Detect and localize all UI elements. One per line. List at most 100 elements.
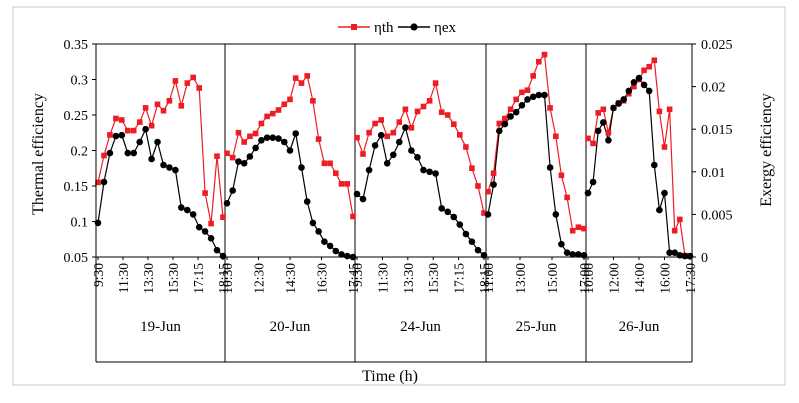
eta-ex-point (605, 137, 612, 144)
eta-th-point (507, 106, 514, 113)
x-tick-label: 18:15 (216, 263, 231, 294)
eta-th-point (469, 165, 475, 171)
eta-ex-point (195, 223, 203, 231)
eta-th-point (281, 101, 288, 108)
eta-ex-point (444, 208, 452, 216)
eta-th-point (553, 133, 559, 140)
eta-ex-point (426, 168, 433, 176)
eta-ex-point (223, 200, 231, 207)
eta-ex-point (474, 246, 482, 254)
eta-ex-point (326, 242, 334, 250)
eta-ex-point (275, 135, 282, 142)
eta-ex-point (371, 142, 379, 149)
eta-ex-point (365, 166, 373, 174)
eta-ex-point (344, 252, 351, 260)
eta-th-point (496, 120, 503, 127)
eta-th-point (444, 112, 451, 118)
legend-marker-eta-ex (410, 23, 418, 31)
day-label: 20-Jun (270, 319, 311, 335)
eta-ex-point (229, 187, 236, 194)
eta-ex-point (148, 155, 155, 163)
eta-th-point (547, 105, 553, 111)
day-label: 26-Jun (619, 319, 660, 335)
eta-ex-point (142, 125, 149, 133)
eta-ex-point (610, 104, 617, 112)
eta-th-point (220, 214, 226, 220)
eta-th-point (235, 129, 242, 136)
x-tick-label: 11:30 (375, 263, 390, 293)
eta-th-point (172, 78, 179, 84)
eta-ex-point (160, 161, 167, 169)
y-axis-title-left: Thermal efficiency (30, 93, 47, 215)
eta-ex-point (490, 181, 497, 188)
eta-ex-point (172, 166, 179, 174)
y-tick-label-left: 0.3 (71, 74, 89, 89)
eta-th-point (569, 227, 576, 234)
eta-th-point (651, 57, 658, 64)
eta-th-point (581, 225, 587, 232)
eta-ex-point (414, 154, 421, 161)
x-axis: 9:30 11:30 13:30 15:30 17:15 18:15 19-Jun 10:30… (91, 44, 698, 363)
eta-th-point (113, 115, 119, 122)
eta-th-point (125, 127, 131, 134)
eta-ex-point (535, 91, 543, 99)
right-axis: 0 0.005 0.01 0.015 0.02 0.025 (692, 38, 733, 266)
eta-ex-point (584, 189, 592, 197)
y-axis-title-right: Exergy efficiency (758, 93, 775, 207)
eta-ex-point (292, 130, 300, 137)
eta-th-point (107, 132, 113, 138)
eta-th-point (558, 172, 565, 179)
eta-ex-point (338, 251, 345, 258)
day-label: 19-Jun (140, 319, 181, 335)
eta-ex-point (100, 178, 108, 186)
eta-ex-point (178, 204, 185, 211)
eta-ex-point (246, 153, 254, 160)
eta-ex-point (219, 252, 227, 260)
eta-th-point (298, 80, 305, 86)
eta-ex-point (136, 138, 143, 146)
eta-th-point (292, 75, 299, 81)
eta-th-point (136, 119, 143, 125)
eta-th-point (241, 139, 247, 145)
eta-th-point (247, 133, 253, 140)
eta-th-point (275, 107, 282, 113)
eta-ex-point (625, 87, 633, 95)
y-tick-label-right: 0.015 (701, 123, 733, 138)
x-tick-label: 11:30 (116, 263, 131, 293)
legend-label-eta-th: ηth (374, 20, 394, 36)
eta-th-point (190, 74, 196, 81)
chart-border (12, 6, 786, 386)
eta-ex-line (356, 125, 485, 256)
eta-ex-point (184, 206, 191, 214)
eta-th-point (372, 120, 378, 127)
eta-th-point (224, 150, 230, 157)
eta-th-line (97, 76, 224, 224)
eta-ex-point (501, 120, 509, 128)
eta-th-line (356, 80, 485, 214)
eta-th-point (432, 80, 439, 86)
eta-ex-point (286, 147, 294, 154)
eta-th-point (154, 101, 161, 108)
eta-ex-point (507, 113, 514, 120)
eta-th-point (354, 134, 360, 141)
eta-ex-point (615, 100, 622, 107)
eta-th-point (475, 183, 481, 189)
x-tick-label: 15:00 (545, 263, 560, 294)
eta-th-point (463, 144, 469, 150)
eta-th-point (585, 135, 591, 142)
day-label: 25-Jun (516, 319, 557, 335)
eta-th-point (438, 109, 445, 115)
x-tick-label: 15:30 (426, 263, 441, 294)
x-tick-label: 17:15 (452, 263, 467, 294)
eta-th-point (366, 129, 372, 136)
eta-th-point (287, 96, 293, 103)
eta-th-point (327, 160, 333, 167)
eta-ex-point (353, 190, 361, 198)
eta-ex-point (651, 161, 658, 169)
eta-th-point (264, 113, 270, 120)
eta-ex-point (321, 238, 328, 245)
eta-ex-point (118, 131, 126, 139)
left-axis: 0.05 0.1 0.15 0.2 0.25 0.3 0.35 (64, 38, 96, 266)
eta-ex-point (263, 134, 271, 141)
eta-ex-point (166, 164, 173, 171)
